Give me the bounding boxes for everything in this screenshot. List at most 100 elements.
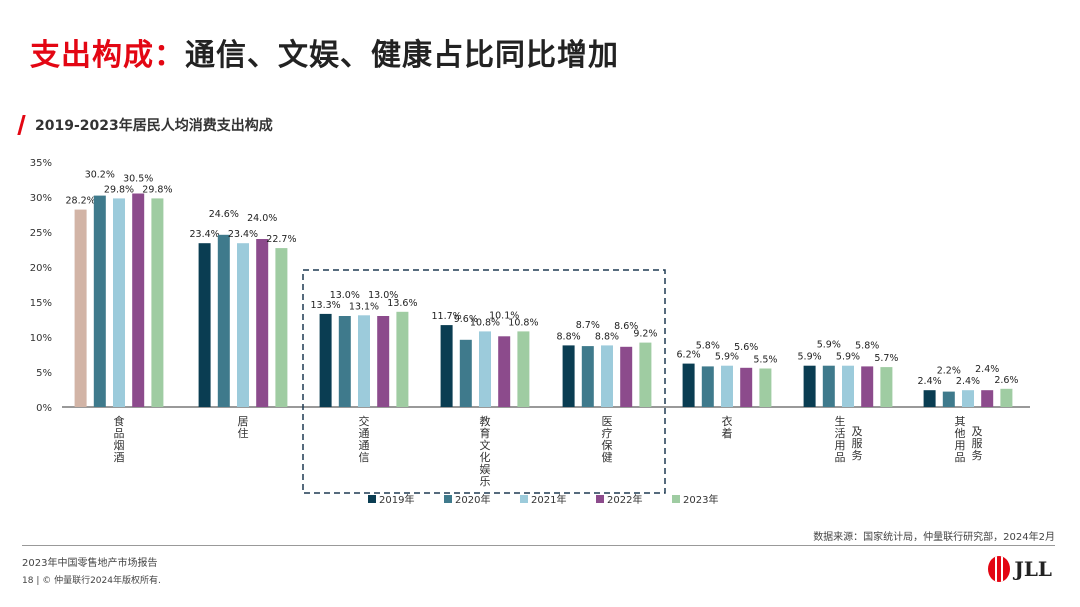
bar [198, 243, 211, 407]
data-label: 8.8% [595, 331, 619, 342]
highlight-box [302, 269, 666, 494]
category-label: 通 [359, 427, 370, 440]
data-label: 13.1% [349, 301, 379, 312]
bar [880, 367, 893, 407]
bar [620, 346, 633, 407]
bar [517, 331, 530, 407]
category-label: 及 [972, 425, 983, 438]
bar [562, 345, 575, 407]
category-label: 健 [602, 451, 613, 464]
bar [93, 195, 106, 407]
logo-text: JLL [1014, 557, 1052, 581]
category-label: 住 [238, 426, 249, 440]
legend-swatch [596, 495, 604, 503]
chart-subtitle: 2019-2023年居民人均消费支出构成 [35, 118, 273, 134]
category-label: 交 [359, 414, 370, 428]
data-label: 23.4% [228, 229, 258, 240]
data-label: 5.8% [855, 340, 879, 351]
bar [701, 366, 714, 407]
y-tick-label: 20% [30, 263, 52, 274]
data-label: 30.2% [85, 170, 115, 181]
category-label: 用 [955, 439, 966, 452]
bar [396, 311, 409, 407]
category-label: 酒 [114, 451, 125, 464]
category-label: 衣 [722, 414, 733, 428]
category-label: 生 [835, 414, 846, 428]
legend-swatch [520, 495, 528, 503]
y-tick-label: 35% [30, 158, 52, 169]
bar [74, 209, 87, 407]
page-title: 支出构成：通信、文娱、健康占比同比增加 [30, 30, 619, 74]
y-tick-label: 5% [36, 368, 52, 379]
data-label: 8.8% [557, 331, 581, 342]
data-label: 10.8% [470, 317, 500, 328]
y-tick-label: 30% [30, 193, 52, 204]
data-label: 8.6% [614, 321, 638, 332]
bar [217, 234, 230, 407]
title-main: 通信、文娱、健康占比同比增加 [185, 38, 619, 73]
data-label: 5.8% [696, 340, 720, 351]
data-label: 30.5% [123, 174, 153, 185]
category-label: 乐 [480, 475, 491, 488]
bar [338, 316, 351, 407]
bar [237, 243, 249, 407]
bar [113, 198, 125, 407]
legend-label: 2021年 [531, 493, 566, 506]
category-label: 务 [972, 449, 983, 462]
report-name: 2023年中国零售地产市场报告 [22, 558, 158, 569]
legend-swatch [444, 495, 452, 503]
category-label: 服 [972, 437, 983, 450]
category-label: 及 [852, 425, 863, 438]
category-label: 他 [955, 427, 966, 440]
chart-subtitle-row: 2019-2023年居民人均消费支出构成 [17, 115, 273, 135]
category-label: 居 [238, 415, 249, 428]
bar [759, 368, 772, 407]
data-label: 5.5% [753, 355, 777, 366]
data-label: 8.7% [576, 320, 600, 331]
bar [459, 339, 472, 407]
category-label: 文 [480, 438, 491, 452]
legend-label: 2023年 [683, 493, 718, 506]
bar [861, 366, 874, 407]
bar [601, 345, 613, 407]
bar [981, 390, 994, 407]
bar [721, 365, 733, 407]
jll-logo: JLL [988, 556, 1052, 582]
data-label: 10.8% [508, 317, 538, 328]
data-label: 23.4% [190, 229, 220, 240]
legend-label: 2020年 [455, 493, 490, 506]
data-label: 5.9% [715, 352, 739, 363]
data-label: 13.6% [387, 298, 417, 309]
y-tick-label: 15% [30, 298, 52, 309]
bar [803, 365, 816, 407]
data-label: 13.0% [330, 290, 360, 301]
bar [923, 390, 936, 407]
data-label: 5.9% [798, 352, 822, 363]
category-label: 医 [602, 415, 613, 428]
data-label: 2.4% [918, 376, 942, 387]
data-label: 24.6% [209, 209, 239, 220]
data-label: 5.9% [836, 352, 860, 363]
bar [479, 331, 491, 407]
bar [319, 313, 332, 407]
bar-chart: 0% 5% 10% 15% 20% 25% 30% 35% 28.2% 30.2% 29.8%30.… [30, 158, 1030, 506]
bar [842, 365, 854, 407]
legend-swatch [368, 495, 376, 503]
bar [822, 365, 835, 407]
bar [377, 316, 390, 407]
bar [275, 248, 288, 407]
legend-swatch [672, 495, 680, 503]
y-tick-label: 0% [36, 403, 52, 414]
category-label: 品 [955, 451, 966, 464]
jll-logo-icon [988, 556, 1011, 582]
legend-label: 2022年 [607, 493, 642, 506]
bar [498, 336, 511, 407]
bar [581, 346, 594, 407]
category-label: 信 [359, 451, 370, 464]
data-label: 24.0% [247, 213, 277, 224]
accent-slash [17, 115, 26, 135]
data-label: 6.2% [677, 350, 701, 361]
data-label: 13.3% [311, 300, 341, 311]
category-label: 育 [480, 426, 491, 440]
bar [639, 342, 652, 407]
